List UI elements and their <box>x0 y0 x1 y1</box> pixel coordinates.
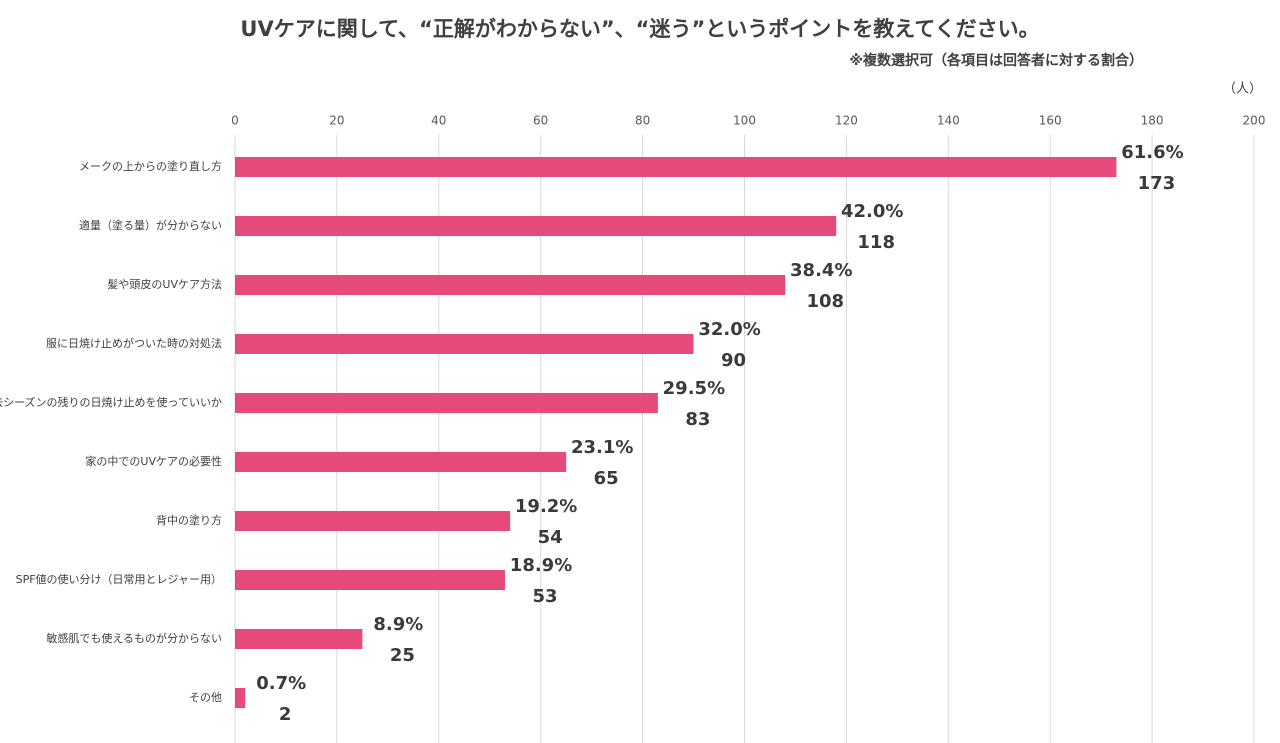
percent-label: 23.1% <box>571 437 633 458</box>
x-tick-label: 200 <box>1243 114 1266 128</box>
x-tick-label: 180 <box>1141 114 1164 128</box>
x-tick-label: 0 <box>231 114 239 128</box>
value-label: 53 <box>533 586 558 607</box>
chart-title: UVケアに関して、“正解がわからない”、“迷う”というポイントを教えてください。 <box>240 17 1039 41</box>
bar <box>235 570 506 590</box>
value-label: 54 <box>538 527 563 548</box>
y-tick-label: 敏感肌でも使えるものが分からない <box>46 631 222 645</box>
chart-subtitle: ※複数選択可（各項目は回答者に対する割合） <box>849 52 1143 69</box>
y-tick-label: 家の中でのUVケアの必要性 <box>85 454 222 468</box>
percent-label: 18.9% <box>510 555 572 576</box>
bar <box>235 157 1117 177</box>
x-tick-label: 80 <box>635 114 650 128</box>
bar <box>235 629 363 649</box>
x-tick-label: 140 <box>937 114 960 128</box>
value-label: 90 <box>721 350 746 371</box>
x-tick-label: 120 <box>835 114 858 128</box>
percent-label: 19.2% <box>515 496 577 517</box>
value-label: 25 <box>390 645 415 666</box>
x-tick-label: 60 <box>533 114 548 128</box>
value-label: 108 <box>806 291 844 312</box>
x-tick-label: 100 <box>733 114 756 128</box>
x-tick-label: 20 <box>329 114 344 128</box>
value-label: 118 <box>857 232 895 253</box>
bar <box>235 688 246 708</box>
bar <box>235 452 567 472</box>
percent-label: 32.0% <box>698 319 760 340</box>
y-tick-label: 去シーズンの残りの日焼け止めを使っていいか <box>0 395 222 409</box>
y-tick-label: SPF値の使い分け（日常用とレジャー用） <box>16 573 222 586</box>
y-tick-label: 髪や頭皮のUVケア方法 <box>107 277 222 291</box>
value-label: 2 <box>279 704 292 725</box>
x-tick-label: 160 <box>1039 114 1062 128</box>
y-tick-label: 背中の塗り方 <box>156 513 222 527</box>
value-label: 83 <box>685 409 710 430</box>
value-label: 173 <box>1138 173 1176 194</box>
percent-label: 8.9% <box>373 614 423 635</box>
y-tick-label: 適量（塗る量）が分からない <box>79 218 222 232</box>
y-tick-label: メークの上からの塗り直し方 <box>79 159 222 173</box>
y-tick-label: 服に日焼け止めがついた時の対処法 <box>46 336 222 350</box>
y-tick-label: その他 <box>189 691 222 704</box>
unit-label: （人） <box>1223 82 1262 97</box>
x-tick-label: 40 <box>431 114 446 128</box>
bar <box>235 393 658 413</box>
bar <box>235 334 694 354</box>
percent-label: 0.7% <box>256 673 306 694</box>
bar <box>235 216 837 236</box>
percent-label: 38.4% <box>790 260 852 281</box>
bar <box>235 275 786 295</box>
value-label: 65 <box>594 468 619 489</box>
percent-label: 61.6% <box>1121 142 1183 163</box>
percent-label: 29.5% <box>663 378 725 399</box>
percent-label: 42.0% <box>841 201 903 222</box>
bar <box>235 511 511 531</box>
